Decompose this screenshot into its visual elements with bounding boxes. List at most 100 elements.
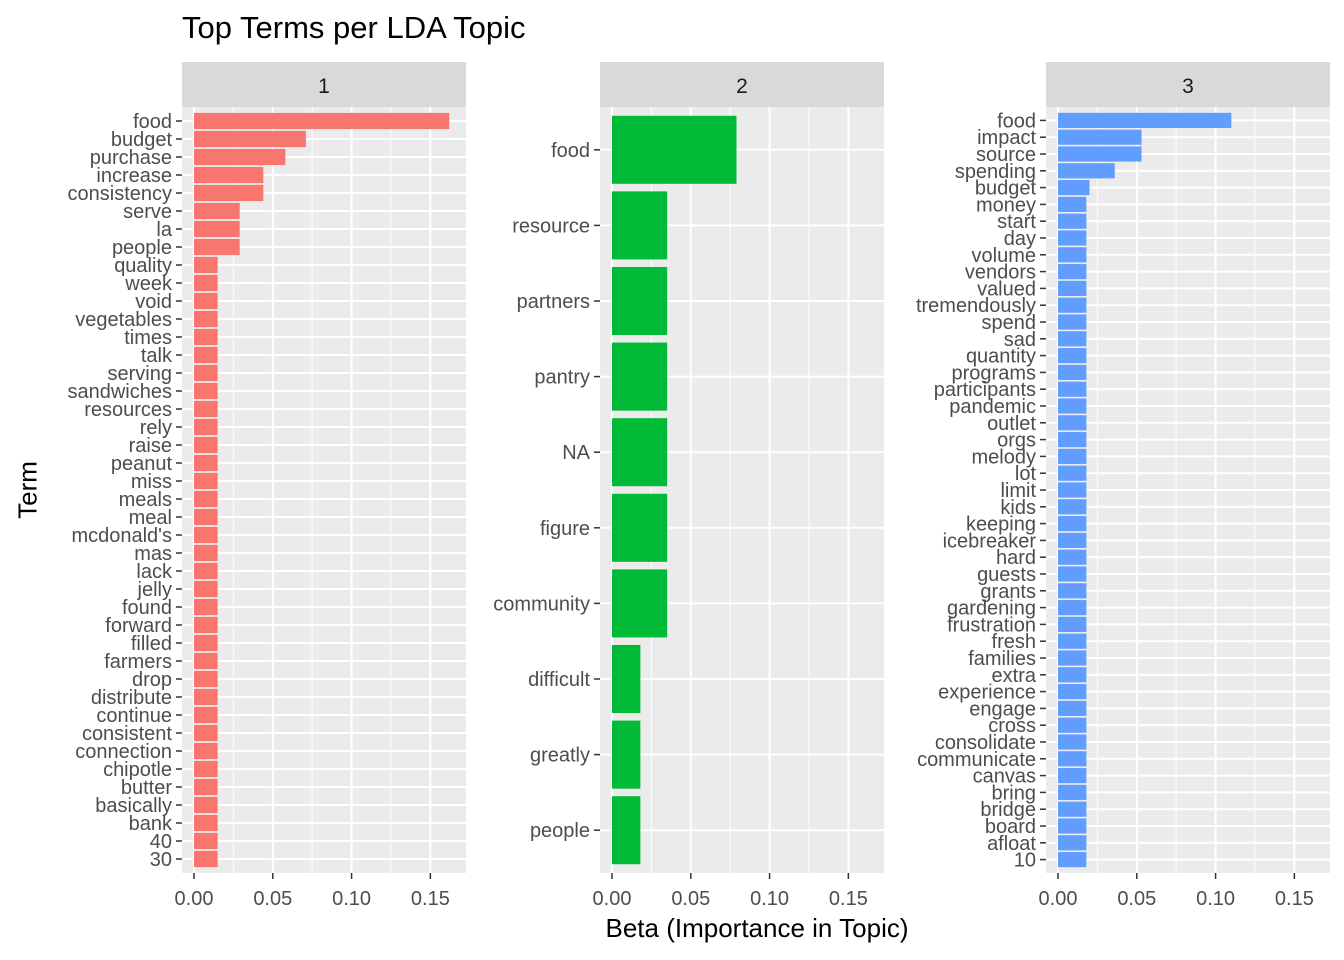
y-tick-label: purchase [90,147,172,169]
y-tick-label: serving [108,363,172,385]
bar [1058,650,1087,666]
y-tick-label: farmers [104,651,172,673]
y-tick-label: talk [141,345,173,367]
y-tick-label: figure [540,518,590,540]
bar [1058,230,1087,246]
y-tick-label: community [493,593,590,615]
bar [194,148,286,166]
x-tick-label: 0.00 [593,888,632,910]
y-tick-label: participants [934,379,1036,401]
bar [194,238,240,256]
y-tick-label: start [997,211,1036,233]
x-tick-label: 0.10 [332,888,371,910]
y-tick-label: sad [1004,329,1036,351]
bar [1058,129,1142,145]
bar [1058,280,1087,296]
y-tick-label: budget [111,129,173,151]
bar [1058,600,1087,616]
y-tick-label: frustration [947,614,1036,636]
bar [194,688,218,706]
y-tick-label: increase [96,165,172,187]
y-tick-label: week [124,273,173,295]
y-tick-label: pantry [534,367,590,389]
x-tick-label: 0.05 [671,888,710,910]
y-tick-label: drop [132,669,172,691]
bar [1058,264,1087,280]
bar [194,400,218,418]
bar [194,274,218,292]
bar [194,184,264,202]
bar [194,616,218,634]
bar [1058,532,1087,548]
bar [194,418,218,436]
y-tick-label: spend [982,312,1037,334]
x-tick-label: 0.15 [829,888,868,910]
bar [1058,684,1087,700]
y-tick-label: people [530,820,590,842]
y-tick-label: la [156,219,172,241]
bar [194,112,450,130]
y-tick-label: tremendously [916,295,1036,317]
bar [612,418,668,487]
y-tick-label: continue [96,705,172,727]
bar [194,508,218,526]
bar [612,720,641,789]
y-tick-label: cross [988,715,1036,737]
y-tick-label: consolidate [935,732,1036,754]
y-tick-label: sandwiches [67,381,172,403]
bar [194,796,218,814]
bar [194,256,218,274]
bar [612,569,668,638]
y-tick-label: fresh [992,631,1036,653]
bar [194,742,218,760]
y-tick-label: distribute [91,687,172,709]
y-tick-label: families [968,648,1036,670]
y-tick-label: food [997,110,1036,132]
bar [194,598,218,616]
y-tick-label: pandemic [949,396,1036,418]
bar [612,796,641,865]
x-tick-label: 0.15 [1275,888,1314,910]
bar [1058,381,1087,397]
y-tick-label: chipotle [103,759,172,781]
bar [1058,734,1087,750]
y-tick-label: rely [140,417,172,439]
y-tick-label: hard [996,547,1036,569]
chart-title: Top Terms per LDA Topic [182,10,526,45]
bar [1058,784,1087,800]
bar [1058,566,1087,582]
bar [1058,331,1087,347]
bar [1058,616,1087,632]
y-tick-label: bring [992,782,1036,804]
bar [194,328,218,346]
y-tick-label: volume [972,245,1036,267]
bar [612,342,668,411]
y-tick-label: source [976,144,1036,166]
bar [194,850,218,868]
bar [194,382,218,400]
y-tick-label: day [1004,228,1036,250]
y-tick-label: quantity [966,346,1036,368]
bar [1058,247,1087,263]
x-tick-label: 0.15 [411,888,450,910]
bar [194,292,218,310]
y-tick-label: lot [1015,463,1037,485]
y-tick-label: melody [972,446,1036,468]
y-tick-label: vegetables [75,309,172,331]
y-tick-label: afloat [987,833,1036,855]
bar [1058,835,1087,851]
y-tick-label: basically [95,795,172,817]
y-tick-label: impact [977,127,1036,149]
y-tick-label: money [976,194,1036,216]
y-tick-label: mas [134,543,172,565]
x-tick-label: 0.00 [175,888,214,910]
y-tick-label: consistent [82,723,172,745]
y-tick-label: raise [129,435,172,457]
bar [1058,768,1087,784]
y-tick-label: vendors [965,262,1036,284]
x-axis-label: Beta (Importance in Topic) [605,913,909,943]
y-tick-label: outlet [987,413,1036,435]
bar [612,191,668,260]
y-tick-label: canvas [973,766,1036,788]
